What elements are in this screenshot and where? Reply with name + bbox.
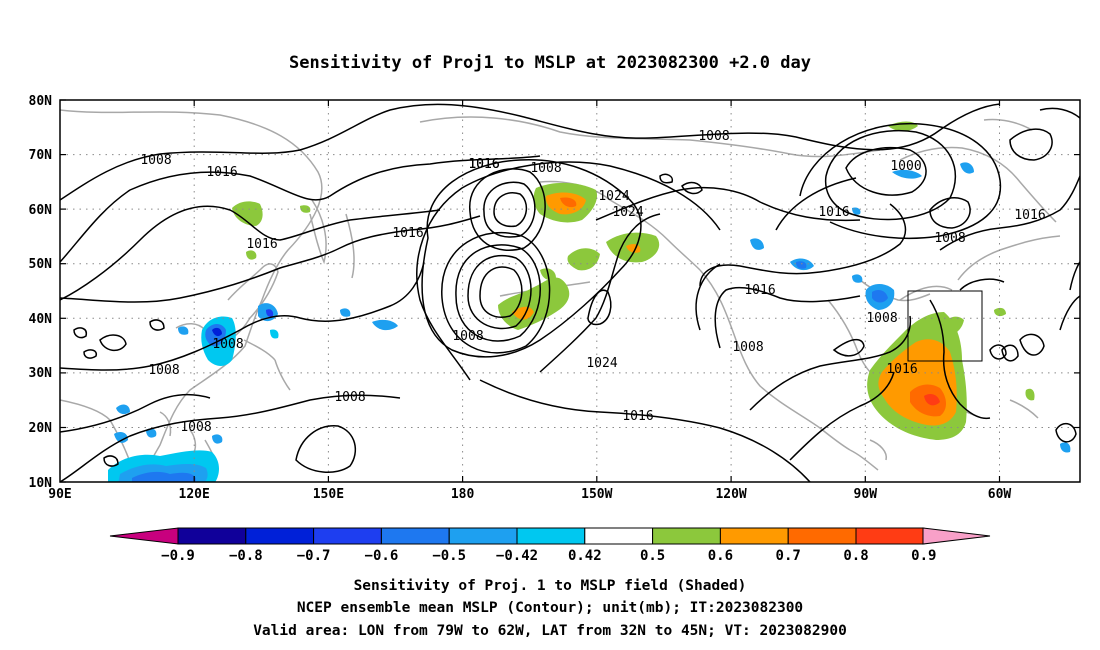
lon-label: 90E (48, 487, 71, 502)
contour-label: 1016 (206, 165, 237, 180)
lat-label: 10N (29, 476, 53, 491)
contour-label: 1008 (530, 161, 561, 176)
colorbar-segment (719, 527, 789, 545)
lat-label: 20N (29, 421, 53, 436)
colorbar-label: 0.7 (776, 548, 801, 564)
graticule (60, 100, 1080, 482)
colorbar-labels: −0.9 −0.8 −0.7 −0.6 −0.5 −0.42 0.42 0.5 … (161, 548, 936, 564)
colorbar-label: 0.8 (843, 548, 868, 564)
colorbar-label: −0.5 (432, 548, 466, 564)
lon-label: 120W (715, 487, 746, 502)
mslp-contours (60, 103, 1080, 482)
valid-area-box (907, 290, 983, 362)
lat-label: 50N (29, 257, 53, 272)
contour-label: 1024 (612, 205, 643, 220)
lat-label: 80N (29, 94, 53, 109)
colorbar-label: 0.5 (640, 548, 665, 564)
contour-label: 1016 (622, 409, 653, 424)
colorbar-segment (245, 527, 315, 545)
lat-label: 70N (29, 148, 53, 163)
colorbar-label: −0.7 (297, 548, 331, 564)
colorbar-label: −0.8 (229, 548, 263, 564)
colorbar-label: 0.42 (568, 548, 602, 564)
contour-label: 1008 (934, 231, 965, 246)
contour-label: 1024 (598, 189, 629, 204)
contour-label: 1016 (1014, 208, 1045, 223)
contour-label: 1008 (698, 129, 729, 144)
map-frame (59, 99, 1081, 483)
contour-label: 1008 (732, 340, 763, 355)
contour-label: 1016 (468, 157, 499, 172)
lon-label: 120E (179, 487, 210, 502)
contour-labels: 1008 1016 1008 1016 1016 1008 1016 1024 … (140, 129, 1045, 435)
lon-label: 90W (854, 487, 878, 502)
contour-label: 1016 (886, 362, 917, 377)
colorbar-label: −0.6 (365, 548, 399, 564)
lat-label: 40N (29, 312, 53, 327)
colorbar-label: −0.9 (161, 548, 195, 564)
contour-label: 1008 (452, 329, 483, 344)
colorbar-segment (855, 527, 925, 545)
contour-label: 1016 (744, 283, 775, 298)
contour-label: 1008 (180, 420, 211, 435)
colorbar-segment (313, 527, 382, 545)
latitude-labels: 10N 20N 30N 40N 50N 60N 70N 80N (29, 94, 53, 491)
contour-label: 1008 (866, 311, 897, 326)
colorbar-segment (516, 527, 586, 545)
contour-label: 1016 (392, 226, 423, 241)
contour-label: 1008 (212, 337, 243, 352)
lon-label: 150W (581, 487, 612, 502)
footer-line-contour: NCEP ensemble mean MSLP (Contour); unit(… (297, 600, 803, 616)
contour-label: 1024 (586, 356, 617, 371)
colorbar-segment (584, 527, 654, 545)
lon-label: 180 (451, 487, 475, 502)
contour-label: 1016 (468, 157, 499, 172)
colorbar-upper-extension (922, 527, 991, 545)
contour-label: 1016 (818, 205, 849, 220)
colorbar-label: 0.6 (708, 548, 733, 564)
colorbar-segment (177, 527, 247, 545)
colorbar-segment (448, 527, 518, 545)
footer-notes: Sensitivity of Proj. 1 to MSLP field (Sh… (253, 578, 847, 639)
lat-label: 60N (29, 203, 53, 218)
colorbar-lower-extension (109, 527, 179, 545)
lon-label: 60W (988, 487, 1012, 502)
colorbar-segment (380, 527, 450, 545)
contour-label: 1000 (890, 159, 921, 174)
axis-ticks (60, 99, 1080, 483)
lon-label: 150E (313, 487, 344, 502)
contour-label: 1016 (468, 157, 499, 172)
footer-line-valid-area: Valid area: LON from 79W to 62W, LAT fro… (253, 623, 847, 639)
longitude-labels: 90E 120E 150E 180 150W 120W 90W 60W (48, 487, 1011, 502)
colorbar-segment (787, 527, 857, 545)
colorbar-label: 0.9 (911, 548, 936, 564)
positive-sensitivity-shading (232, 121, 1035, 440)
colorbar-segment (652, 527, 721, 545)
contour-label: 1016 (246, 237, 277, 252)
footer-line-shading: Sensitivity of Proj. 1 to MSLP field (Sh… (354, 578, 747, 594)
map-title: Sensitivity of Proj1 to MSLP at 20230823… (289, 53, 811, 73)
contour-label: 1008 (148, 363, 179, 378)
map-panel: 1008 1016 1008 1016 1016 1008 1016 1024 … (60, 100, 1080, 482)
contour-label: 1008 (140, 153, 171, 168)
lat-label: 30N (29, 366, 53, 381)
contour-label: 1008 (334, 390, 365, 405)
colorbar-label: −0.42 (496, 548, 538, 564)
colorbar (109, 527, 991, 545)
